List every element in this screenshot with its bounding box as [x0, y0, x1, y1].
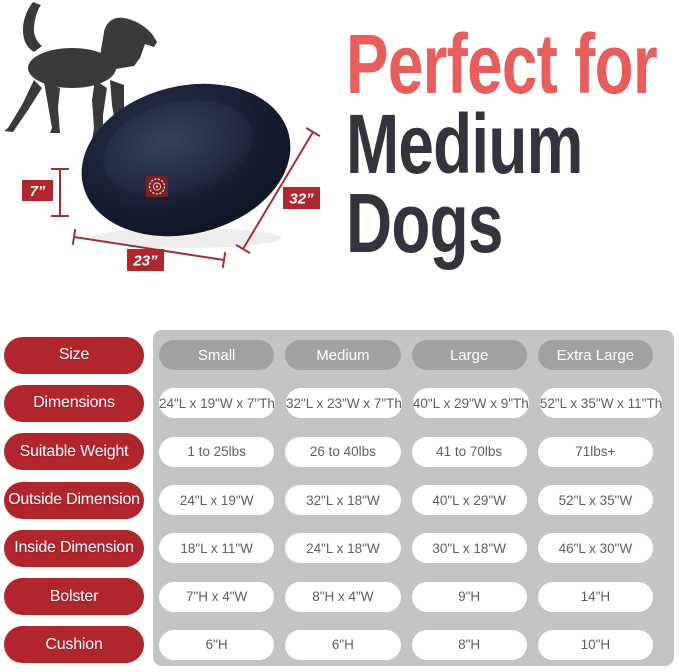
cell-outside-extra-large: 52"L x 35"W	[537, 485, 653, 516]
cell-weight-small: 1 to 25lbs	[159, 436, 275, 467]
cell-cushion-large: 8"H	[411, 629, 527, 660]
heading-perfect-for: Perfect for	[346, 17, 658, 111]
table-row-bolster: Bolster 7"H x 4"W 8"H x 4"W 9"H 14"H	[4, 572, 675, 620]
table-row-dimensions: Dimensions 24"L x 19"W x 7"Th 32"L x 23"…	[4, 379, 675, 427]
cell-weight-medium: 26 to 40lbs	[285, 436, 401, 467]
column-header-medium: Medium	[285, 340, 401, 371]
row-label-suitable-weight: Suitable Weight	[4, 433, 144, 471]
cell-weight-extra-large: 71lbs+	[537, 436, 653, 467]
column-header-extra-large: Extra Large	[537, 340, 653, 371]
cell-dimensions-extra-large: 52"L x 35"W x 11"Th	[539, 388, 663, 419]
cell-bolster-large: 9"H	[411, 581, 527, 612]
row-label-bolster: Bolster	[4, 578, 144, 616]
heading-dogs: Dogs	[346, 176, 503, 270]
table-row-inside-dimension: Inside Dimension 18"L x 11"W 24"L x 18"W…	[4, 524, 675, 572]
length-label: 23”	[132, 253, 158, 270]
column-header-large: Large	[411, 340, 527, 371]
cell-bolster-medium: 8"H x 4"W	[285, 581, 401, 612]
cell-inside-large: 30"L x 18"W	[411, 533, 527, 564]
height-label: 7”	[30, 183, 46, 200]
row-label-cushion: Cushion	[4, 626, 144, 664]
cell-inside-medium: 24"L x 18"W	[285, 533, 401, 564]
table-row-cushion: Cushion 6"H 6"H 8"H 10"H	[4, 621, 675, 669]
row-label-size: Size	[4, 336, 144, 374]
column-header-small: Small	[159, 340, 275, 371]
measurement-lines	[51, 127, 321, 269]
dog-silhouette	[4, 2, 157, 140]
length-label-box	[127, 249, 164, 271]
row-label-outside-dimension: Outside Dimension	[4, 481, 144, 519]
row-label-dimensions: Dimensions	[4, 384, 144, 422]
cell-weight-large: 41 to 70lbs	[411, 436, 527, 467]
depth-label: 32”	[289, 191, 314, 208]
cell-bolster-small: 7"H x 4"W	[159, 581, 275, 612]
cell-dimensions-medium: 32"L x 23"W x 7"Th	[285, 388, 402, 419]
depth-label-box	[283, 187, 320, 209]
table-row-outside-dimension: Outside Dimension 24"L x 19"W 32"L x 18"…	[4, 476, 675, 524]
heading-medium: Medium	[346, 97, 583, 191]
dimension-labels: 7” 23” 32”	[22, 180, 320, 271]
dog-bed-photo	[81, 83, 291, 248]
cell-cushion-extra-large: 10"H	[537, 629, 653, 660]
cell-outside-large: 40"L x 29"W	[411, 485, 527, 516]
brand-tag	[146, 176, 168, 197]
row-label-inside-dimension: Inside Dimension	[4, 529, 144, 567]
cell-cushion-medium: 6"H	[285, 629, 401, 660]
cell-dimensions-small: 24"L x 19"W x 7"Th	[159, 388, 275, 419]
cell-inside-small: 18"L x 11"W	[159, 533, 275, 564]
size-table: Size Small Medium Large Extra Large Dime…	[4, 331, 675, 669]
cell-outside-medium: 32"L x 18"W	[285, 485, 401, 516]
cell-dimensions-large: 40"L x 29"W x 9"Th	[412, 388, 529, 419]
column-headers: Small Medium Large Extra Large	[159, 340, 653, 371]
table-row-size: Size Small Medium Large Extra Large	[4, 331, 675, 379]
cell-inside-extra-large: 46"L x 30"W	[537, 533, 653, 564]
hero-illustration: 7” 23” 32”	[4, 2, 321, 271]
table-row-suitable-weight: Suitable Weight 1 to 25lbs 26 to 40lbs 4…	[4, 428, 675, 476]
cell-bolster-extra-large: 14"H	[537, 581, 653, 612]
cell-cushion-small: 6"H	[159, 629, 275, 660]
height-label-box	[22, 180, 53, 201]
cell-outside-small: 24"L x 19"W	[159, 485, 275, 516]
